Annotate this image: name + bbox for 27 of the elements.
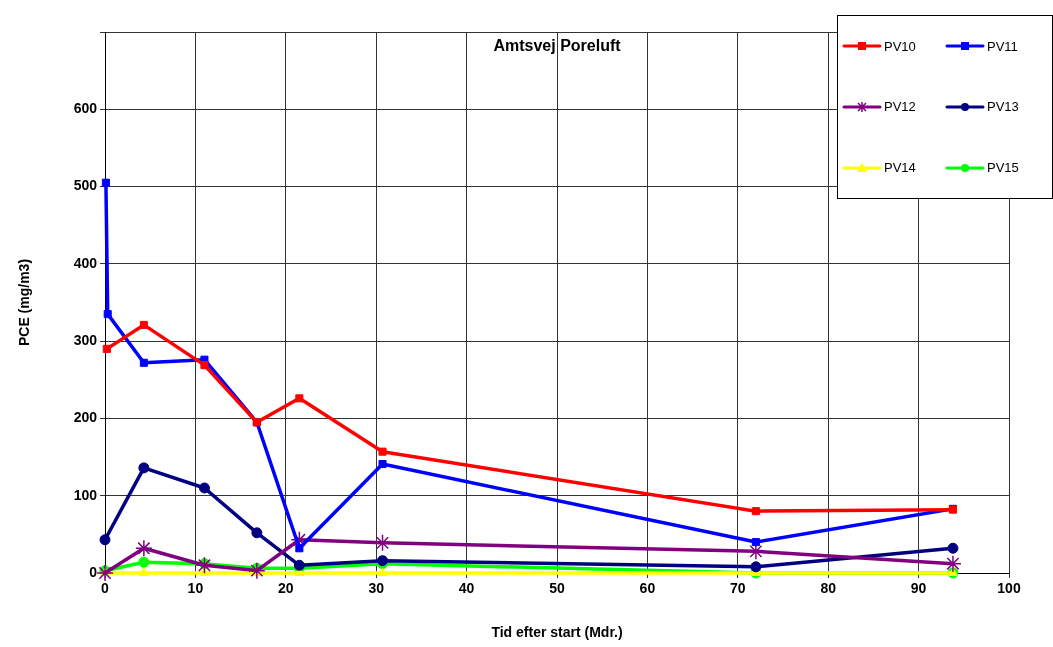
y-tick-label: 300 (73, 332, 98, 348)
legend-label: PV12 (884, 99, 916, 115)
x-tick-label: 80 (820, 580, 837, 597)
x-axis-title: Tid efter start (Mdr.) (491, 623, 623, 640)
y-tick-label: 0 (89, 563, 98, 580)
y-tick-label: 600 (73, 100, 98, 117)
y-tick-label: 100 (73, 486, 98, 503)
chart-title: Amtsvej Poreluft (493, 37, 622, 55)
y-tick-label: 500 (73, 177, 98, 194)
y-tick-label: 400 (73, 254, 98, 271)
x-tick-label: 50 (549, 580, 565, 597)
legend-label: PV11 (987, 38, 1018, 54)
legend-label: PV10 (884, 38, 916, 54)
y-axis-title: PCE (mg/m3) (15, 258, 32, 347)
x-tick-label: 0 (101, 580, 110, 597)
legend-label: PV15 (987, 160, 1019, 176)
legend-label: PV14 (884, 160, 916, 176)
x-tick-label: 90 (910, 580, 927, 597)
legend-label: PV13 (987, 99, 1019, 115)
x-tick-label: 100 (997, 580, 1021, 597)
x-tick-label: 30 (368, 580, 385, 597)
x-tick-label: 70 (730, 580, 746, 597)
x-tick-label: 20 (278, 580, 294, 597)
x-tick-label: 60 (639, 580, 656, 597)
x-tick-label: 40 (458, 580, 475, 597)
y-tick-label: 200 (73, 409, 98, 426)
x-tick-label: 10 (187, 580, 204, 597)
